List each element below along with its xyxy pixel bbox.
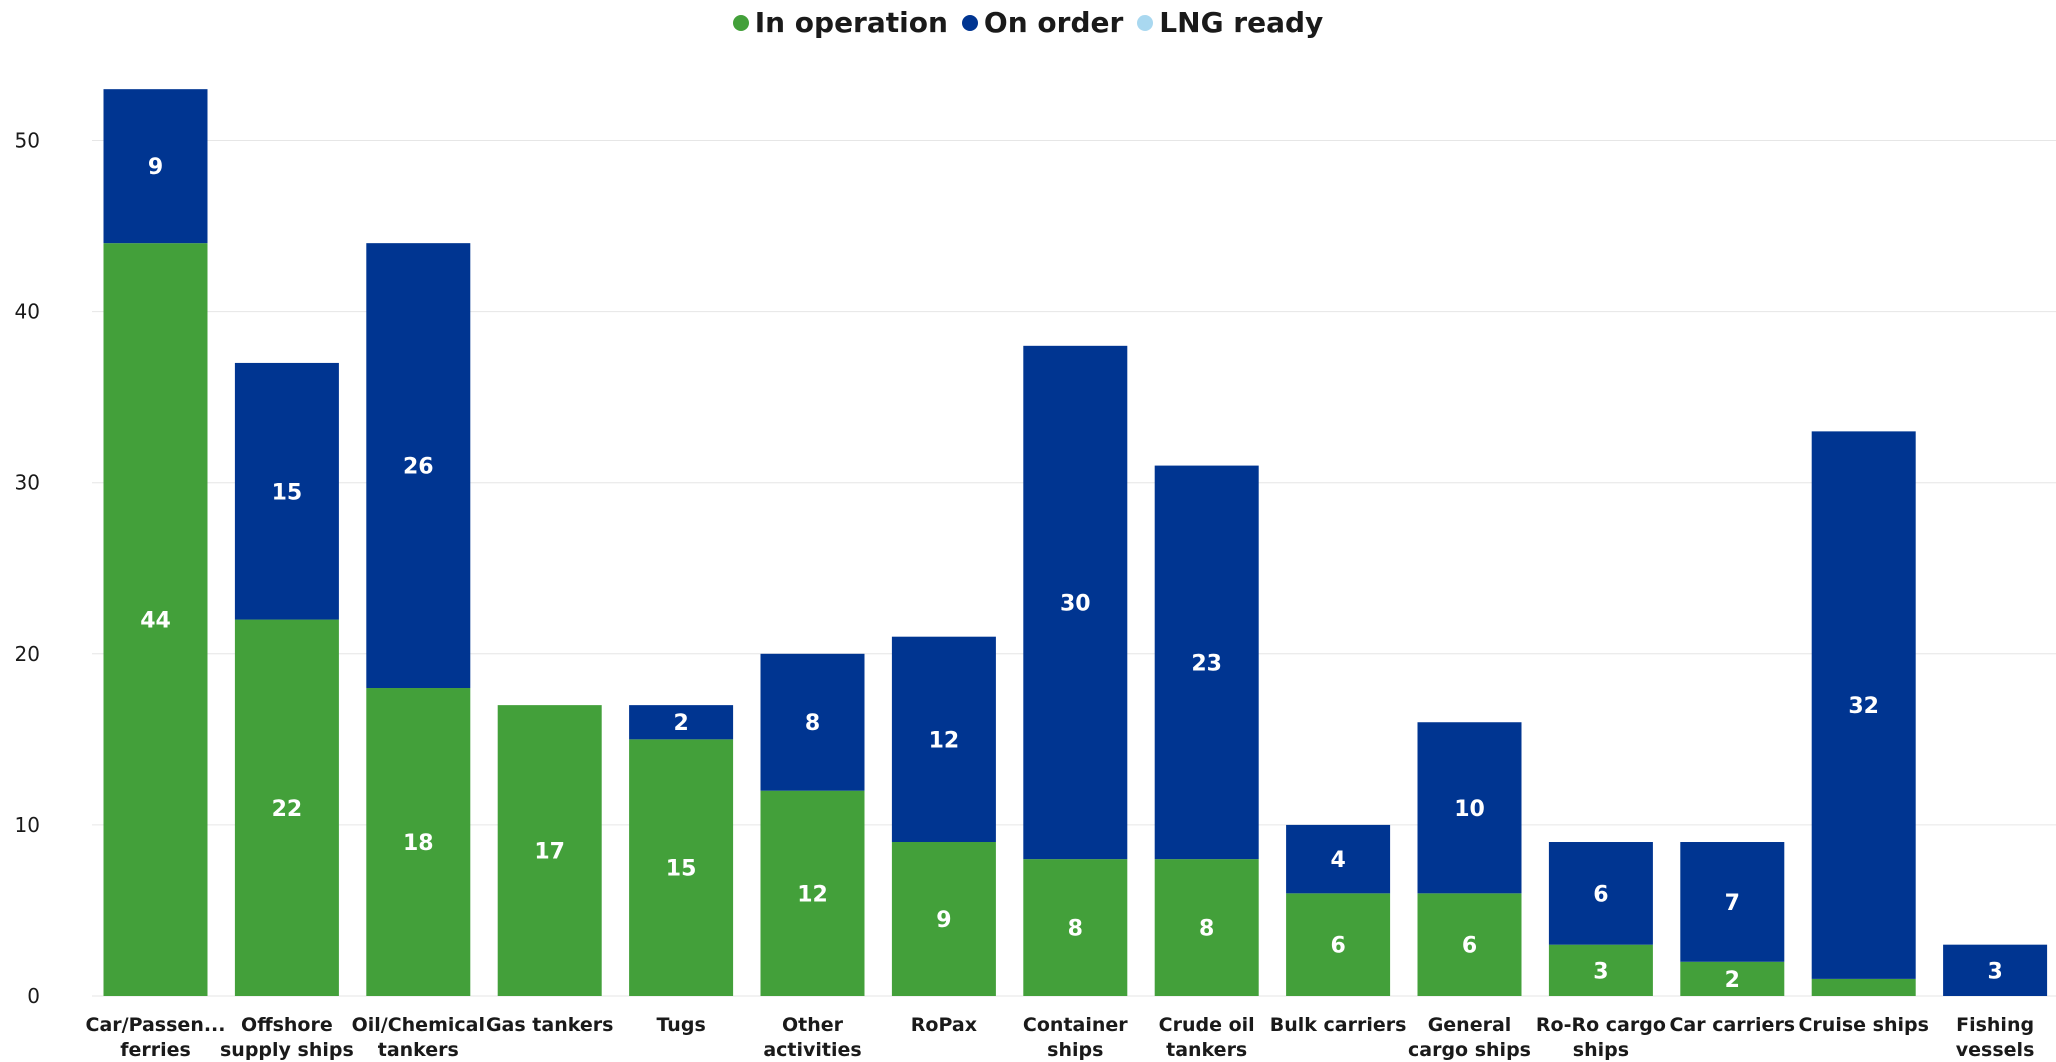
x-category-label: Cruise ships <box>1798 1014 1928 1036</box>
y-tick-label: 30 <box>15 471 40 495</box>
bar-segment[interactable] <box>1811 431 1916 979</box>
legend-label-lng-ready: LNG ready <box>1159 6 1324 39</box>
bar-segment[interactable] <box>1286 824 1391 894</box>
data-label: 8 <box>805 711 820 736</box>
data-label: 15 <box>666 857 697 882</box>
data-label: 10 <box>1454 797 1485 822</box>
y-tick-label: 40 <box>15 300 40 324</box>
legend-label-on-order: On order <box>983 6 1124 39</box>
x-category-label: Container ships <box>1023 1014 1128 1061</box>
legend-label-in-operation: In operation <box>754 6 948 39</box>
bars: 44 9 22 15 18 26 17 15 2 12 8 9 12 8 30 8 23 6 4 6 10 3 6 2 7 32 3 <box>103 89 2048 996</box>
x-category-label: Other activities <box>763 1014 861 1061</box>
y-tick-label: 0 <box>27 984 40 1008</box>
bar-segment[interactable] <box>103 89 208 244</box>
bar-segment[interactable] <box>891 636 996 843</box>
bar-segment[interactable] <box>103 243 208 996</box>
data-label: 30 <box>1060 591 1091 616</box>
x-category-label: RoPax <box>911 1014 977 1036</box>
bar-segment[interactable] <box>1154 465 1259 860</box>
data-label: 8 <box>1068 917 1083 942</box>
data-label: 6 <box>1330 934 1345 959</box>
x-category-label: Car carriers <box>1669 1014 1795 1036</box>
data-label: 23 <box>1191 651 1222 676</box>
x-category-label: Crude oil tankers <box>1159 1014 1255 1061</box>
bar-segment[interactable] <box>891 842 996 996</box>
data-label: 18 <box>403 831 434 856</box>
bar-segment[interactable] <box>497 705 602 996</box>
legend-item-in-operation[interactable]: In operation <box>732 6 948 39</box>
legend-item-on-order[interactable]: On order <box>961 6 1124 39</box>
x-category-label: General cargo ships <box>1408 1014 1531 1061</box>
x-category-label: Offshore supply ships <box>220 1014 354 1061</box>
data-label: 2 <box>1725 968 1740 993</box>
bar-segment[interactable] <box>760 653 865 791</box>
legend-item-lng-ready[interactable]: LNG ready <box>1137 6 1323 39</box>
data-label: 3 <box>1593 959 1608 984</box>
bar-segment[interactable] <box>366 243 471 689</box>
x-category-label: Tugs <box>656 1014 705 1036</box>
bar-segment[interactable] <box>1286 893 1391 996</box>
bar-segment[interactable] <box>1680 961 1785 996</box>
legend-dot-lng-ready <box>1137 14 1154 31</box>
x-category-label: Ro-Ro cargo ships <box>1536 1014 1666 1061</box>
x-category-label: Bulk carriers <box>1270 1014 1407 1036</box>
data-label: 12 <box>929 728 960 753</box>
bar-segment[interactable] <box>629 705 734 740</box>
data-label: 8 <box>1199 917 1214 942</box>
bar-segment[interactable] <box>1417 893 1522 996</box>
data-label: 44 <box>140 609 171 634</box>
y-tick-label: 10 <box>15 813 40 837</box>
bar-segment[interactable] <box>1943 944 2048 996</box>
x-category-label: Oil/Chemical tankers <box>352 1014 485 1061</box>
y-tick-label: 50 <box>15 129 40 153</box>
bar-segment[interactable] <box>366 688 471 996</box>
bar-segment[interactable] <box>1680 842 1785 962</box>
x-category-label: Car/Passen... ferries <box>86 1014 226 1061</box>
bar-segment[interactable] <box>234 619 339 996</box>
y-tick-label: 20 <box>15 642 40 666</box>
data-label: 3 <box>1987 959 2002 984</box>
data-label: 6 <box>1462 934 1477 959</box>
data-label: 12 <box>797 882 828 907</box>
bar-segment[interactable] <box>1548 842 1653 945</box>
data-label: 17 <box>534 840 565 865</box>
bar-segment[interactable] <box>760 790 865 996</box>
data-label: 22 <box>272 797 303 822</box>
bar-segment[interactable] <box>1154 859 1259 996</box>
legend-dot-on-order <box>961 14 978 31</box>
bar-segment[interactable] <box>234 362 339 620</box>
data-label: 32 <box>1848 694 1879 719</box>
y-axis: 0 10 20 30 40 50 <box>15 129 40 1009</box>
data-label: 9 <box>148 155 163 180</box>
data-label: 9 <box>936 908 951 933</box>
data-label: 2 <box>673 711 688 736</box>
bar-segment[interactable] <box>1811 978 1916 996</box>
x-category-label: Gas tankers <box>486 1014 613 1036</box>
bar-segment[interactable] <box>1417 722 1522 894</box>
data-label: 26 <box>403 455 434 480</box>
x-category-label: Fishing vessels <box>1956 1014 2035 1061</box>
bar-segment[interactable] <box>1023 345 1128 860</box>
data-label: 7 <box>1725 891 1740 916</box>
bar-segment[interactable] <box>629 739 734 996</box>
chart-legend: In operation On order LNG ready <box>0 6 2056 39</box>
data-label: 15 <box>272 480 303 505</box>
bar-segment[interactable] <box>1548 944 1653 996</box>
data-label: 4 <box>1330 848 1345 873</box>
data-label: 6 <box>1593 882 1608 907</box>
legend-dot-in-operation <box>732 14 749 31</box>
bar-segment[interactable] <box>1023 859 1128 996</box>
